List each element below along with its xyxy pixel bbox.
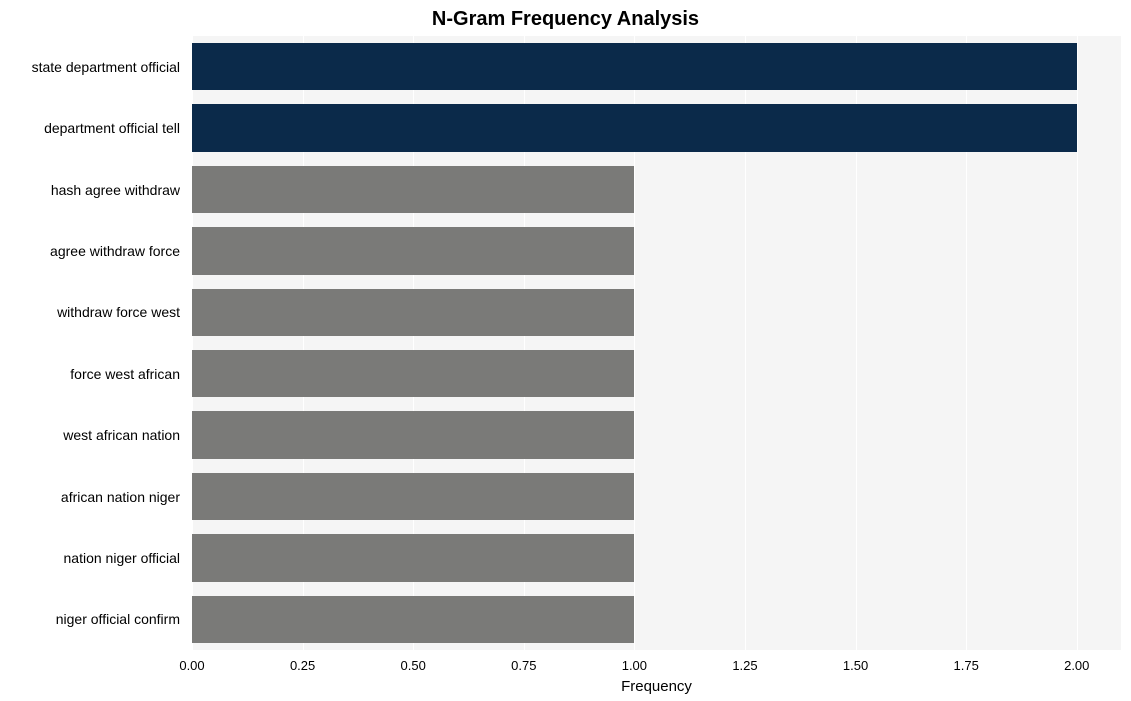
chart-title: N-Gram Frequency Analysis — [0, 8, 1131, 31]
y-tick-label: department official tell — [0, 121, 186, 135]
y-tick-label: niger official confirm — [0, 612, 186, 626]
bar — [192, 411, 634, 458]
bar — [192, 596, 634, 643]
x-tick-label: 0.75 — [511, 658, 536, 673]
plot-area — [192, 36, 1121, 650]
bar — [192, 43, 1077, 90]
x-tick-label: 1.25 — [732, 658, 757, 673]
y-tick-label: agree withdraw force — [0, 244, 186, 258]
y-tick-label: withdraw force west — [0, 305, 186, 319]
x-tick-label: 0.00 — [179, 658, 204, 673]
y-tick-label: hash agree withdraw — [0, 183, 186, 197]
bar — [192, 350, 634, 397]
x-tick-label: 1.75 — [954, 658, 979, 673]
ngram-frequency-chart: N-Gram Frequency Analysis Frequency stat… — [0, 0, 1131, 701]
y-tick-label: nation niger official — [0, 551, 186, 565]
x-tick-label: 0.25 — [290, 658, 315, 673]
x-tick-label: 1.50 — [843, 658, 868, 673]
y-tick-label: force west african — [0, 367, 186, 381]
y-tick-label: african nation niger — [0, 490, 186, 504]
x-tick-label: 0.50 — [401, 658, 426, 673]
bar — [192, 227, 634, 274]
bar — [192, 289, 634, 336]
bar — [192, 473, 634, 520]
bar — [192, 534, 634, 581]
x-tick-label: 1.00 — [622, 658, 647, 673]
bar — [192, 166, 634, 213]
y-tick-label: state department official — [0, 60, 186, 74]
y-tick-label: west african nation — [0, 428, 186, 442]
x-tick-label: 2.00 — [1064, 658, 1089, 673]
x-axis-label: Frequency — [192, 678, 1121, 695]
grid-line — [1077, 36, 1078, 650]
bar — [192, 104, 1077, 151]
